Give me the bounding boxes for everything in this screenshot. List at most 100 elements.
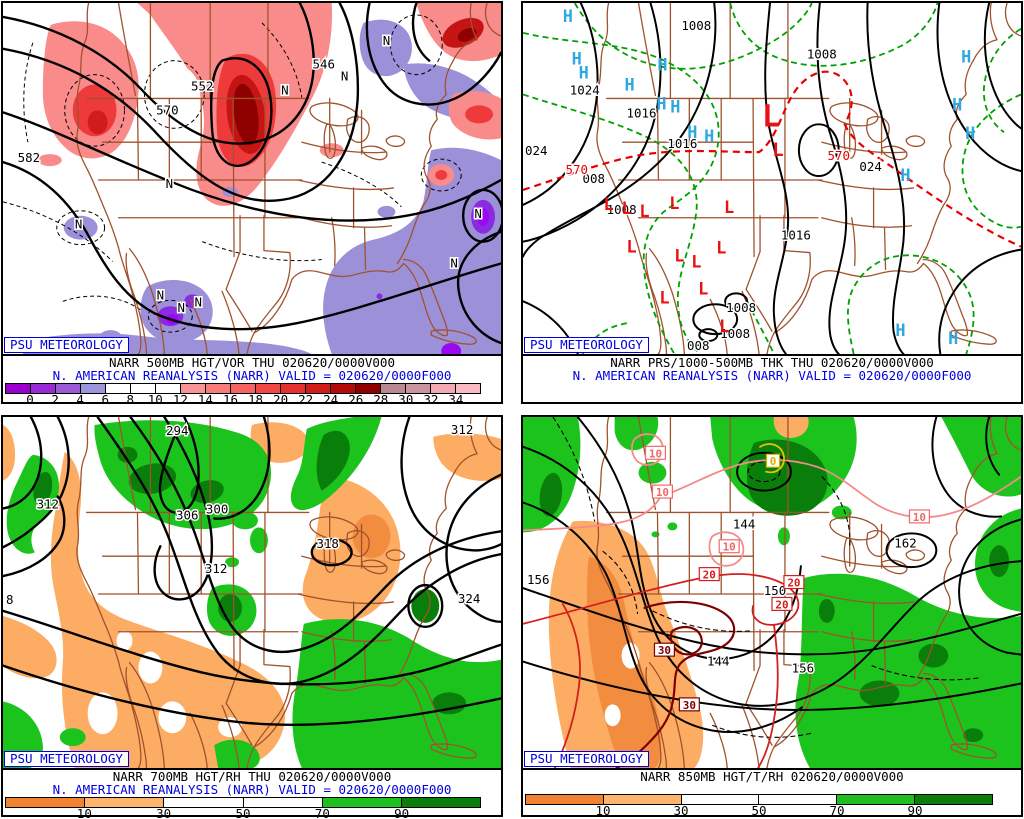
map-mslp: 1008 1008 1024 1016 024 008 1008 1016 1016 024 100… [523,3,1021,356]
colorbar-tick-label: 12 [172,392,188,407]
panel-700mb-hgt-rh: 294 312 306 300 312 318 312 324 8 PSU METEOROLOG… [1,415,503,819]
map-label: 156 [792,661,814,676]
map-label: L [674,246,684,266]
colorbar-segment [105,384,130,393]
map-label: 144 [733,516,755,531]
colorbar-segment [155,384,180,393]
colorbar-segment [526,795,603,804]
colorbar-labels: 10 30 50 70 90 [5,806,481,819]
map-label: 024 [859,159,881,174]
colorbar-segment [84,798,164,807]
map-label: 294 [166,423,188,438]
map-label: N [157,287,164,302]
colorbar-tick-label: 10 [595,803,611,818]
colorbar-segment [758,795,837,804]
colorbar: 10 30 50 70 90 [5,797,481,819]
thickness-570-red-dash [523,70,1021,248]
map-700mb: 294 312 306 300 312 318 312 324 8 PSU METEOROLOG… [3,417,501,770]
pressure-contours [523,3,1021,354]
colorbar-tick-label: 6 [101,392,109,407]
map-label: N [383,33,390,48]
vorticity-dashed-contours [3,14,462,333]
map-label: 20 [787,577,800,590]
map-label: 10 [656,486,669,499]
colorbar-tick-label: 28 [373,392,389,407]
map-label: N [178,300,185,315]
map-label: H [670,96,680,116]
map-500mb: 582 570 552 546 N N N N N N N N N N PSU METEOROLOGY [3,3,501,356]
colorbar-tick-label: 20 [273,392,289,407]
colorbar-segment [680,795,759,804]
map-label: H [624,75,634,95]
colorbar-tick-label: 8 [126,392,135,407]
rh-fills [3,417,501,768]
map-label: N [281,82,288,97]
colorbar-segment [330,384,355,393]
panel-title: NARR 500MB HGT/VOR THU 020620/0000V000 [109,355,395,370]
map-label: H [965,123,975,143]
map-label: 1016 [627,105,657,120]
map-label: 546 [312,57,334,72]
colorbar-segment [355,384,380,393]
map-label: H [563,6,573,26]
colorbar-segment [321,798,401,807]
colorbar-tick-label: 70 [314,806,330,819]
map-label: H [704,126,714,146]
panel-title: NARR PRS/1000-500MB THK THU 020620/0000V… [610,355,934,370]
colorbar-tick-label: 32 [423,392,439,407]
map-annotations: 156 150 162 144 144 156 10 10 10 10 0 20 20 20 30 30 [525,445,930,712]
map-label: H [900,165,910,185]
map-label: 30 [683,699,696,712]
colorbar: 0 2 4 6 8 10 12 14 16 18 20 22 24 26 28 30 32 34 [5,383,481,406]
map-label: 570 [566,162,588,177]
colorbar-segment [430,384,455,393]
panel-subtitle: N. AMERICAN REANALYSIS (NARR) VALID = 02… [52,782,452,797]
map-label: L [669,193,679,213]
colorbar-segment [255,384,280,393]
map-label: 312 [37,496,59,511]
colorbar-segment [130,384,155,393]
map-label: L [772,139,783,161]
map-label: 1008 [807,47,837,62]
colorbar-segment [380,384,405,393]
map-label: 008 [582,171,604,186]
psu-badge: PSU METEOROLOGY [524,337,649,353]
footer-spacer [523,783,1021,793]
colorbar-segment [280,384,305,393]
colorbar-tick-label: 30 [156,806,172,819]
map-label: 10 [723,541,736,554]
colorbar-tick-label: 14 [197,392,213,407]
colorbar-segment [55,384,80,393]
vorticity-fills [22,3,501,354]
height-contours-500mb [3,3,501,345]
colorbar-segment [6,798,85,807]
colorbar-tick-label: 4 [76,392,84,407]
map-label: L [639,201,649,221]
colorbar-segments [5,797,481,808]
map-label: 30 [658,644,671,657]
colorbar-tick-label: 0 [26,392,34,407]
map-label: L [626,237,636,257]
colorbar-segment [242,798,322,807]
map-label: H [572,49,582,69]
temperature-label-box [653,642,675,657]
colorbar-tick-label: 90 [907,803,923,818]
map-label: N [75,217,82,232]
map-850mb: 156 150 162 144 144 156 10 10 10 10 0 20 20 20 30 30 PS… [523,417,1021,770]
psu-badge: PSU METEOROLOGY [4,337,129,353]
panel-subtitle: N. AMERICAN REANALYSIS (NARR) VALID = 02… [52,368,452,383]
colorbar-tick-label: 26 [348,392,364,407]
colorbar-tick-label: 50 [235,806,251,819]
map-annotations: 1008 1008 1024 1016 024 008 1008 1016 1016 024 100… [523,6,975,354]
map-label: 324 [458,591,480,606]
map-label: 312 [205,561,227,576]
map-label: 300 [206,501,228,516]
map-label: 024 [525,143,547,158]
map-label: 582 [18,150,40,165]
map-label: H [948,328,958,348]
colorbar-segment [400,798,481,807]
map-label: 312 [451,422,473,437]
colorbar-segment [230,384,255,393]
colorbar-tick-label: 18 [247,392,264,407]
